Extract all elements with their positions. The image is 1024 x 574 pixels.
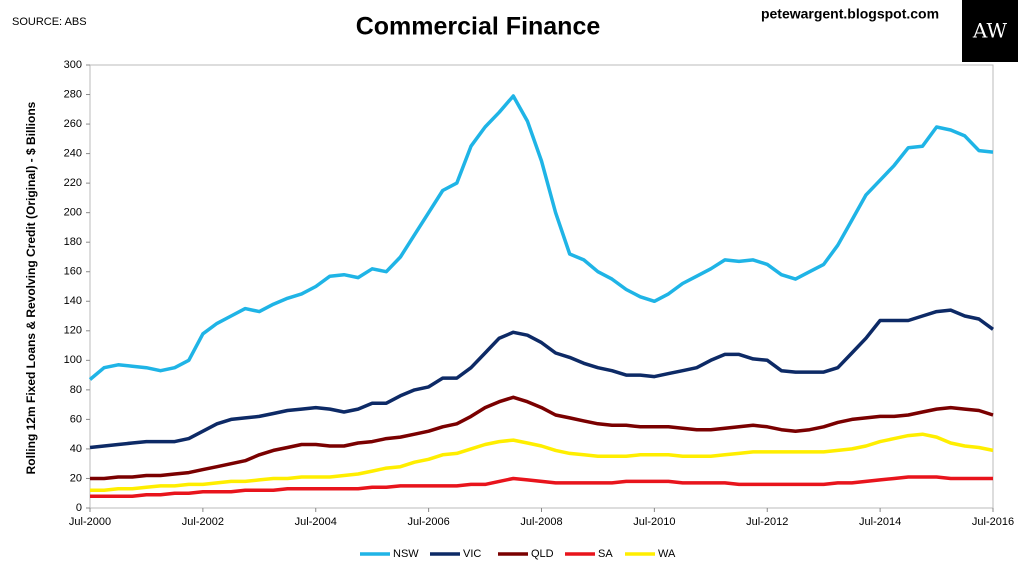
y-tick-label: 160 [64, 266, 82, 278]
legend-label: VIC [463, 548, 481, 560]
legend-label: NSW [393, 548, 419, 560]
legend-label: SA [598, 548, 613, 560]
x-tick-label: Jul-2004 [295, 516, 337, 528]
series-line [89, 308, 995, 450]
y-tick-label: 80 [70, 384, 82, 396]
series-line [90, 395, 994, 481]
x-tick-label: Jul-2010 [633, 516, 675, 528]
y-tick-label: 0 [76, 502, 82, 514]
legend-label: WA [658, 548, 676, 560]
y-tick-label: 120 [64, 325, 82, 337]
x-tick-label: Jul-2000 [69, 516, 111, 528]
x-tick-label: Jul-2014 [859, 516, 901, 528]
x-tick-label: Jul-2008 [520, 516, 562, 528]
y-tick-label: 40 [70, 443, 82, 455]
source: SOURCE: ABS [12, 16, 87, 28]
series-line [88, 94, 994, 381]
x-tick-label: Jul-2002 [182, 516, 224, 528]
x-tick-label: Jul-2016 [972, 516, 1014, 528]
y-tick-label: 220 [64, 177, 82, 189]
site: petewargent.blogspot.com [761, 6, 939, 22]
y-tick-label: 180 [64, 236, 82, 248]
series-line [90, 432, 994, 493]
chart-title: Commercial Finance [356, 13, 601, 41]
series-line [90, 475, 993, 498]
y-tick-label: 300 [64, 59, 82, 71]
y-axis-label: Rolling 12m Fixed Loans & Revolving Cred… [24, 101, 38, 474]
y-tick-label: 60 [70, 413, 82, 425]
y-tick-label: 100 [64, 354, 82, 366]
logo: AW [972, 19, 1008, 43]
plot-area [89, 64, 994, 509]
x-tick-label: Jul-2006 [408, 516, 450, 528]
y-tick-label: 200 [64, 207, 82, 219]
y-tick-label: 140 [64, 295, 82, 307]
y-tick-label: 20 [70, 472, 82, 484]
logo-box [962, 0, 1018, 62]
y-tick-label: 260 [64, 118, 82, 130]
legend-label: QLD [531, 548, 554, 560]
x-tick-label: Jul-2012 [746, 516, 788, 528]
y-tick-label: 240 [64, 148, 82, 160]
y-tick-label: 280 [64, 88, 82, 100]
